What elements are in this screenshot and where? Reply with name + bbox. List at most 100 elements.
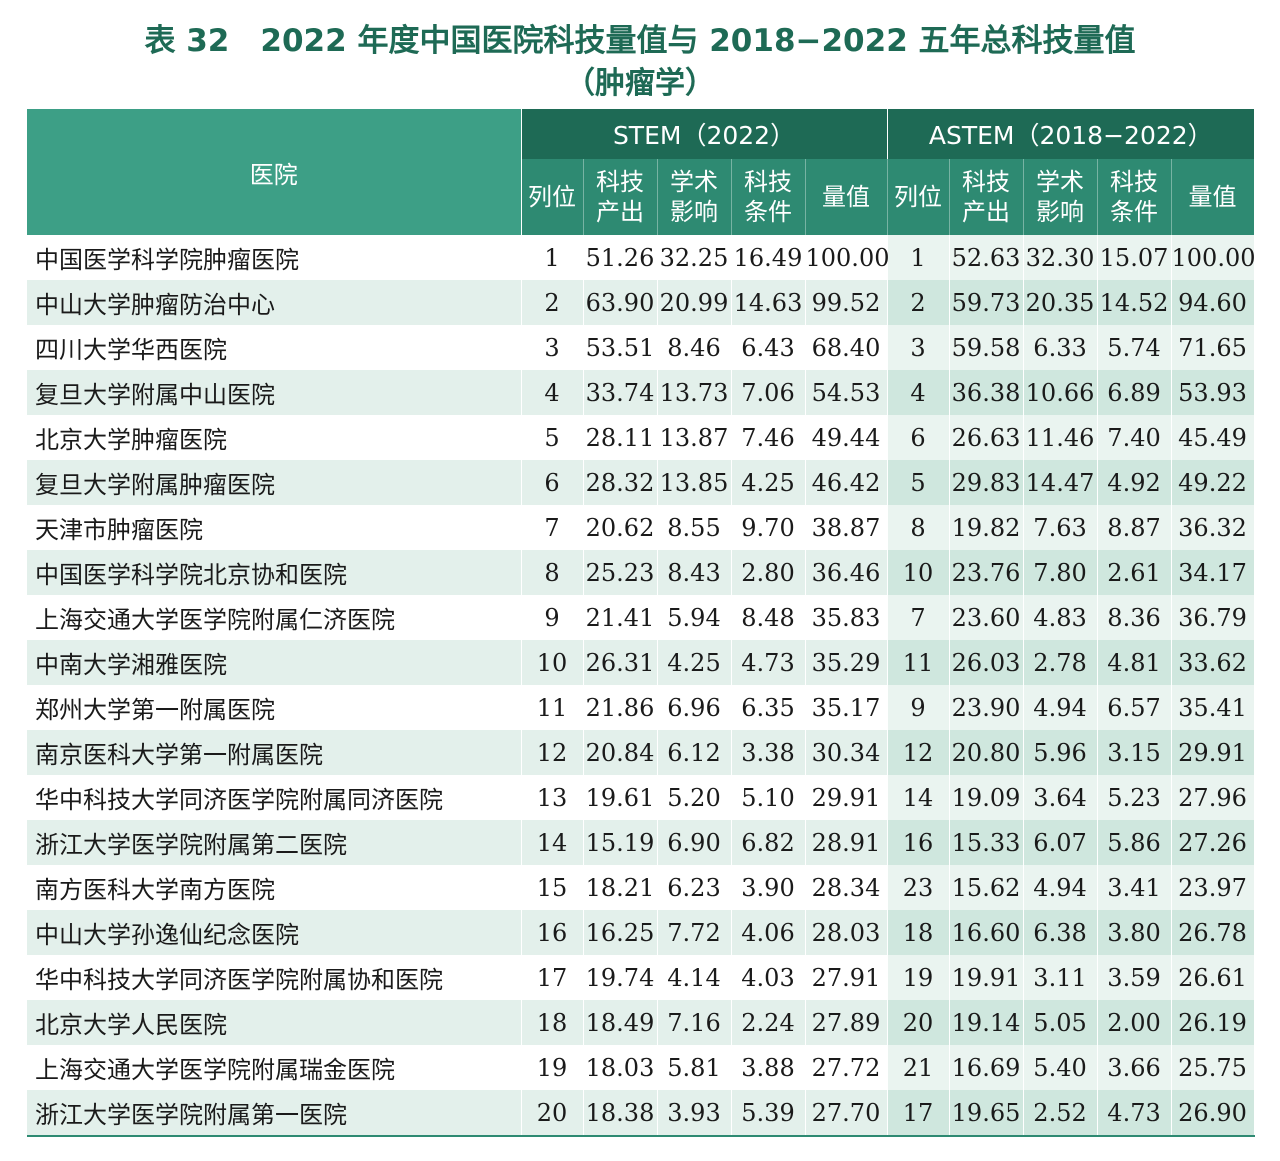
table-row: 南方医科大学南方医院 15 18.21 6.23 3.90 28.34 23 15.62 4.9…: [27, 865, 1255, 910]
stem-influence-cell: 6.12: [657, 730, 732, 775]
hospital-name: 中山大学肿瘤防治中心: [27, 280, 522, 325]
stem-output-cell: 33.74: [583, 370, 658, 415]
stem-value-cell: 28.91: [805, 820, 888, 865]
hospital-name: 南方医科大学南方医院: [27, 865, 522, 910]
stem-value-cell: 49.44: [805, 415, 888, 460]
stem-output-cell: 26.31: [583, 640, 658, 685]
stem-value-cell: 29.91: [805, 775, 888, 820]
table-row: 中国医学科学院肿瘤医院 1 51.26 32.25 16.49 100.00 1 52.63 3…: [27, 235, 1256, 280]
stem-influence-cell: 13.85: [657, 460, 732, 505]
table-row: 华中科技大学同济医学院附属协和医院 17 19.74 4.14 4.03 27.91 19 1…: [27, 955, 1255, 1000]
astem-influence-cell: 20.35: [1023, 280, 1098, 325]
stem-output-cell: 20.84: [583, 730, 658, 775]
astem-value-cell: 26.90: [1171, 1090, 1255, 1137]
astem-condition-cell: 5.74: [1097, 325, 1172, 370]
stem-value-cell: 35.17: [805, 685, 888, 730]
astem-condition-cell: 14.52: [1097, 280, 1172, 325]
stem-rank-cell: 3: [520, 325, 584, 370]
stem-rank-cell: 19: [520, 1045, 584, 1090]
table-row: 中国医学科学院北京协和医院 8 25.23 8.43 2.80 36.46 10 23.76 7…: [27, 550, 1255, 595]
stem-influence-cell: 8.43: [657, 550, 732, 595]
stem-value-header: 量值: [805, 159, 888, 235]
stem-output-cell: 28.11: [583, 415, 658, 460]
hospital-name: 浙江大学医学院附属第二医院: [27, 820, 522, 865]
hospital-name: 南京医科大学第一附属医院: [27, 730, 522, 775]
stem-output-cell: 21.86: [583, 685, 658, 730]
astem-output-cell: 23.76: [949, 550, 1024, 595]
astem-influence-cell: 5.96: [1023, 730, 1098, 775]
stem-rank-cell: 20: [520, 1090, 584, 1137]
stem-condition-cell: 14.63: [731, 280, 806, 325]
table-row: 天津市肿瘤医院 7 20.62 8.55 9.70 38.87 8 19.82 7.63 8.87…: [27, 505, 1255, 550]
table-row: 华中科技大学同济医学院附属同济医院 13 19.61 5.20 5.10 29.91 14 1…: [27, 775, 1255, 820]
astem-rank-cell: 6: [886, 415, 950, 460]
astem-condition-cell: 4.81: [1097, 640, 1172, 685]
stem-rank-cell: 16: [520, 910, 584, 955]
hospital-name: 中山大学孙逸仙纪念医院: [27, 910, 522, 955]
astem-rank-cell: 5: [886, 460, 950, 505]
astem-condition-cell: 3.66: [1097, 1045, 1172, 1090]
astem-rank-cell: 9: [886, 685, 950, 730]
stem-value-cell: 99.52: [805, 280, 888, 325]
stem-condition-cell: 3.38: [731, 730, 806, 775]
astem-influence-cell: 14.47: [1023, 460, 1098, 505]
astem-rank-cell: 21: [886, 1045, 950, 1090]
astem-output-cell: 26.63: [949, 415, 1024, 460]
astem-rank-cell: 7: [886, 595, 950, 640]
astem-condition-cell: 3.80: [1097, 910, 1172, 955]
stem-condition-cell: 4.73: [731, 640, 806, 685]
stem-condition-cell: 3.88: [731, 1045, 806, 1090]
stem-value-cell: 46.42: [805, 460, 888, 505]
stem-influence-cell: 5.94: [657, 595, 732, 640]
stem-influence-cell: 8.46: [657, 325, 732, 370]
stem-influence-cell: 7.72: [657, 910, 732, 955]
stem-condition-header: 科技 条件: [731, 159, 806, 235]
astem-output-header: 科技 产出: [949, 159, 1024, 235]
astem-value-cell: 26.61: [1171, 955, 1255, 1000]
stem-influence-cell: 4.14: [657, 955, 732, 1000]
stem-influence-cell: 6.23: [657, 865, 732, 910]
astem-influence-cell: 4.94: [1023, 865, 1098, 910]
stem-value-cell: 28.34: [805, 865, 888, 910]
stem-value-cell: 36.46: [805, 550, 888, 595]
astem-output-cell: 59.58: [949, 325, 1024, 370]
astem-condition-cell: 3.15: [1097, 730, 1172, 775]
stem-rank-cell: 2: [520, 280, 584, 325]
astem-value-cell: 36.79: [1171, 595, 1255, 640]
stem-condition-cell: 4.25: [731, 460, 806, 505]
stem-rank-cell: 1: [520, 235, 584, 280]
stem-rank-cell: 11: [520, 685, 584, 730]
astem-rank-cell: 11: [886, 640, 950, 685]
astem-output-cell: 29.83: [949, 460, 1024, 505]
hospital-name: 四川大学华西医院: [27, 325, 522, 370]
stem-condition-cell: 6.43: [731, 325, 806, 370]
table-row: 北京大学肿瘤医院 5 28.11 13.87 7.46 49.44 6 26.63 11.46 7…: [27, 415, 1255, 460]
astem-condition-header: 科技 条件: [1097, 159, 1172, 235]
astem-condition-cell: 3.41: [1097, 865, 1172, 910]
stem-condition-cell: 8.48: [731, 595, 806, 640]
astem-rank-cell: 18: [886, 910, 950, 955]
astem-condition-cell: 7.40: [1097, 415, 1172, 460]
hospital-name: 上海交通大学医学院附属仁济医院: [27, 595, 522, 640]
table-row: 中山大学孙逸仙纪念医院 16 16.25 7.72 4.06 28.03 18 16.60 6.…: [27, 910, 1255, 955]
hospital-name: 上海交通大学医学院附属瑞金医院: [27, 1045, 522, 1090]
table-row: 复旦大学附属肿瘤医院 6 28.32 13.85 4.25 46.42 5 29.83 14.4…: [27, 460, 1255, 505]
astem-output-cell: 19.65: [949, 1090, 1024, 1137]
astem-influence-cell: 4.83: [1023, 595, 1098, 640]
astem-condition-cell: 3.59: [1097, 955, 1172, 1000]
hospital-name: 华中科技大学同济医学院附属协和医院: [27, 955, 522, 1000]
astem-value-cell: 35.41: [1171, 685, 1255, 730]
stem-header: STEM（2022）: [520, 109, 888, 159]
stem-rank-cell: 6: [520, 460, 584, 505]
astem-output-cell: 23.60: [949, 595, 1024, 640]
astem-output-cell: 20.80: [949, 730, 1024, 775]
stem-rank-cell: 4: [520, 370, 584, 415]
astem-value-cell: 71.65: [1171, 325, 1255, 370]
astem-output-cell: 16.69: [949, 1045, 1024, 1090]
hospital-name: 中南大学湘雅医院: [27, 640, 522, 685]
stem-influence-cell: 7.16: [657, 1000, 732, 1045]
astem-influence-cell: 32.30: [1023, 235, 1098, 280]
stem-value-cell: 27.70: [805, 1090, 888, 1137]
stem-value-cell: 54.53: [805, 370, 888, 415]
stem-value-cell: 27.72: [805, 1045, 888, 1090]
